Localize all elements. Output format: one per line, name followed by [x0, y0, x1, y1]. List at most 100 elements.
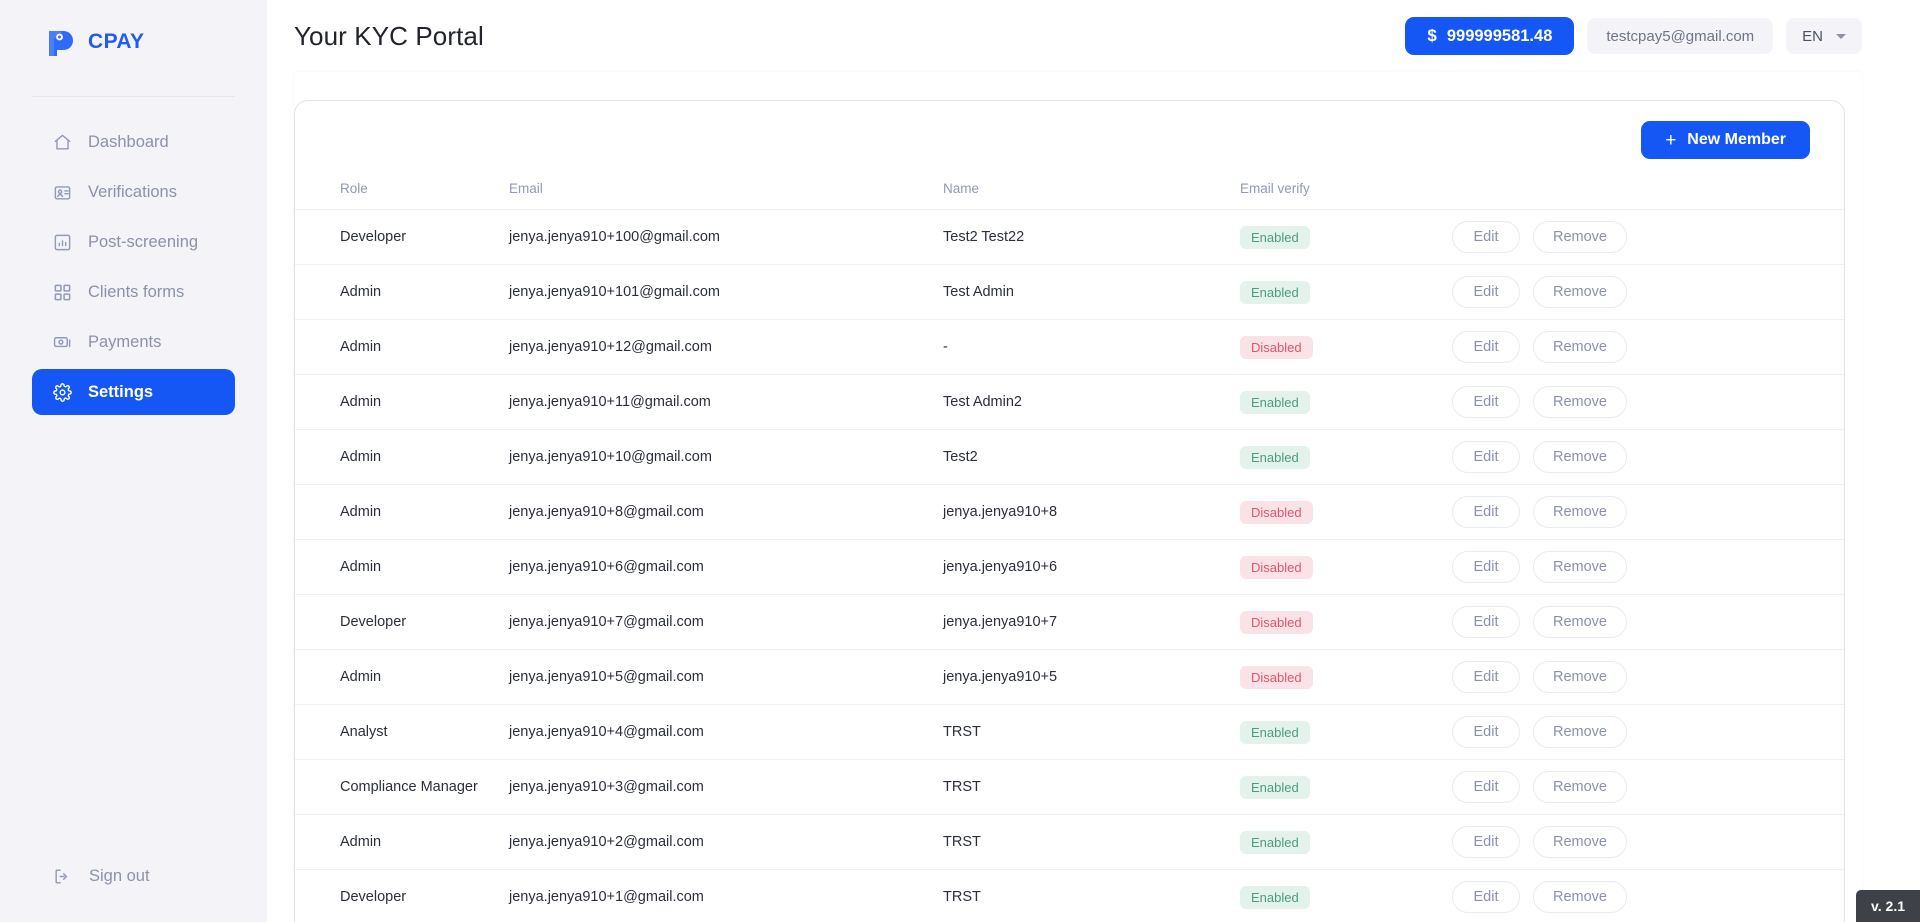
sign-out-button[interactable]: Sign out — [32, 854, 170, 898]
sidebar-item-payments[interactable]: Payments — [32, 319, 235, 365]
edit-button[interactable]: Edit — [1452, 661, 1520, 693]
edit-button[interactable]: Edit — [1452, 771, 1520, 803]
remove-button[interactable]: Remove — [1533, 276, 1627, 308]
row-actions: Edit Remove — [1425, 496, 1844, 528]
grid-icon — [52, 282, 73, 303]
table-row: Developer jenya.jenya910+7@gmail.com jenya… — [295, 594, 1844, 650]
edit-button[interactable]: Edit — [1452, 551, 1520, 583]
status-badge: Enabled — [1240, 775, 1310, 799]
remove-button[interactable]: Remove — [1533, 441, 1627, 473]
remove-button[interactable]: Remove — [1533, 221, 1627, 253]
cell-email: jenya.jenya910+2@gmail.com — [509, 814, 943, 870]
members-table: Role Email Name Email verify Developer je… — [295, 181, 1844, 922]
currency-symbol: $ — [1427, 26, 1437, 45]
table-row: Admin jenya.jenya910+6@gmail.com jenya.jen… — [295, 539, 1844, 595]
sidebar-item-verifications[interactable]: Verifications — [32, 169, 235, 215]
cell-email: jenya.jenya910+1@gmail.com — [509, 869, 943, 922]
edit-button[interactable]: Edit — [1452, 496, 1520, 528]
cell-name: TRST — [943, 759, 1240, 815]
table-row: Admin jenya.jenya910+5@gmail.com jenya.jen… — [295, 649, 1844, 705]
account-email[interactable]: testcpay5@gmail.com — [1587, 18, 1774, 54]
members-table-body: Developer jenya.jenya910+100@gmail.com Tes… — [295, 209, 1844, 922]
sidebar-item-settings[interactable]: Settings — [32, 369, 235, 415]
edit-button[interactable]: Edit — [1452, 716, 1520, 748]
row-actions: Edit Remove — [1425, 716, 1844, 748]
sidebar-item-post-screening[interactable]: Post-screening — [32, 219, 235, 265]
version-badge: v. 2.1 — [1856, 890, 1920, 922]
edit-button[interactable]: Edit — [1452, 606, 1520, 638]
remove-button[interactable]: Remove — [1533, 496, 1627, 528]
cell-name: TRST — [943, 814, 1240, 870]
status-badge: Disabled — [1240, 555, 1313, 579]
brand-logo[interactable]: CPAY — [0, 0, 267, 58]
cell-name: Test Admin — [943, 264, 1240, 320]
status-badge: Disabled — [1240, 610, 1313, 634]
content-panel: + New Member Role Email Name Email verif… — [294, 72, 1862, 922]
row-actions: Edit Remove — [1425, 551, 1844, 583]
cell-name: jenya.jenya910+8 — [943, 484, 1240, 540]
banknote-icon — [52, 332, 73, 353]
edit-button[interactable]: Edit — [1452, 386, 1520, 418]
remove-button[interactable]: Remove — [1533, 331, 1627, 363]
top-bar: Your KYC Portal $ 999999581.48 testcpay5… — [267, 0, 1920, 72]
status-badge: Disabled — [1240, 335, 1313, 359]
cell-name: Test2 Test22 — [943, 209, 1240, 265]
cell-email: jenya.jenya910+4@gmail.com — [509, 704, 943, 760]
row-actions: Edit Remove — [1425, 276, 1844, 308]
row-actions: Edit Remove — [1425, 386, 1844, 418]
remove-button[interactable]: Remove — [1533, 551, 1627, 583]
members-card: + New Member Role Email Name Email verif… — [294, 100, 1845, 922]
bar-chart-icon — [52, 232, 73, 253]
remove-button[interactable]: Remove — [1533, 881, 1627, 914]
row-actions: Edit Remove — [1425, 881, 1844, 914]
sidebar: CPAY Dashboard Verifications Post-scr — [0, 0, 267, 922]
cell-role: Admin — [295, 814, 509, 870]
cell-email: jenya.jenya910+11@gmail.com — [509, 374, 943, 430]
remove-button[interactable]: Remove — [1533, 826, 1627, 858]
table-row: Developer jenya.jenya910+100@gmail.com Tes… — [295, 209, 1844, 265]
page-title: Your KYC Portal — [294, 20, 484, 51]
cpay-parrot-logo-icon — [45, 26, 79, 58]
sidebar-item-clients-forms[interactable]: Clients forms — [32, 269, 235, 315]
table-row: Compliance Manager jenya.jenya910+3@gmail… — [295, 759, 1844, 815]
language-value: EN — [1802, 27, 1823, 45]
edit-button[interactable]: Edit — [1452, 331, 1520, 363]
new-member-button[interactable]: + New Member — [1641, 121, 1810, 159]
cell-email: jenya.jenya910+8@gmail.com — [509, 484, 943, 540]
edit-button[interactable]: Edit — [1452, 881, 1520, 914]
sidebar-item-dashboard[interactable]: Dashboard — [32, 119, 235, 165]
sidebar-item-label: Post-screening — [88, 232, 199, 251]
plus-icon: + — [1665, 129, 1677, 151]
remove-button[interactable]: Remove — [1533, 716, 1627, 748]
top-bar-actions: $ 999999581.48 testcpay5@gmail.com EN — [1405, 17, 1862, 55]
cell-role: Admin — [295, 429, 509, 485]
cell-email: jenya.jenya910+10@gmail.com — [509, 429, 943, 485]
row-actions: Edit Remove — [1425, 221, 1844, 253]
table-header-row: Role Email Name Email verify — [295, 181, 1844, 210]
edit-button[interactable]: Edit — [1452, 276, 1520, 308]
column-header-name: Name — [943, 181, 980, 196]
remove-button[interactable]: Remove — [1533, 606, 1627, 638]
column-header-role: Role — [340, 181, 368, 196]
cell-role: Developer — [295, 869, 509, 922]
cell-email: jenya.jenya910+100@gmail.com — [509, 209, 943, 265]
edit-button[interactable]: Edit — [1452, 826, 1520, 858]
balance-amount: 999999581.48 — [1446, 26, 1553, 45]
edit-button[interactable]: Edit — [1452, 441, 1520, 473]
sidebar-item-label: Payments — [88, 332, 162, 351]
cell-role: Admin — [295, 649, 509, 705]
remove-button[interactable]: Remove — [1533, 771, 1627, 803]
remove-button[interactable]: Remove — [1533, 661, 1627, 693]
language-selector[interactable]: EN — [1786, 18, 1862, 54]
table-row: Admin jenya.jenya910+8@gmail.com jenya.jen… — [295, 484, 1844, 540]
cell-name: TRST — [943, 704, 1240, 760]
brand-name: CPAY — [88, 30, 145, 53]
edit-button[interactable]: Edit — [1452, 221, 1520, 253]
remove-button[interactable]: Remove — [1533, 386, 1627, 418]
cell-email: jenya.jenya910+5@gmail.com — [509, 649, 943, 705]
cell-role: Admin — [295, 319, 509, 375]
status-badge: Enabled — [1240, 445, 1310, 469]
balance-button[interactable]: $ 999999581.48 — [1405, 17, 1575, 55]
cell-email: jenya.jenya910+101@gmail.com — [509, 264, 943, 320]
